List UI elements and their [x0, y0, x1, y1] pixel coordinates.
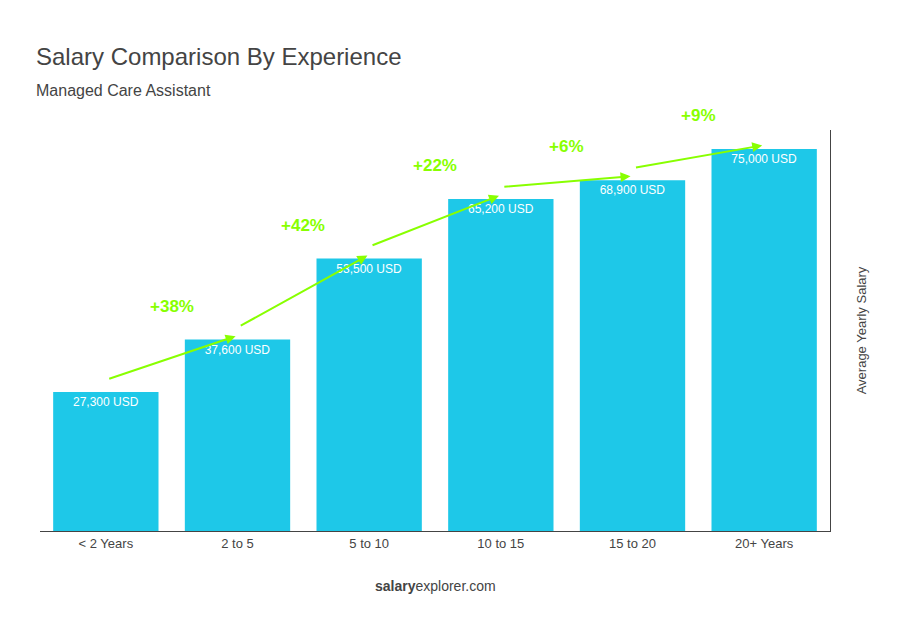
svg-text:+22%: +22%	[413, 156, 457, 175]
svg-text:Average Yearly Salary: Average Yearly Salary	[854, 266, 869, 394]
svg-text:+38%: +38%	[150, 297, 194, 316]
svg-text:20+ Years: 20+ Years	[735, 536, 794, 551]
svg-text:Managed Care Assistant: Managed Care Assistant	[36, 82, 211, 99]
svg-text:Salary Comparison By Experienc: Salary Comparison By Experience	[36, 43, 402, 70]
svg-text:53,500 USD: 53,500 USD	[336, 262, 402, 276]
svg-text:+9%: +9%	[681, 106, 716, 125]
svg-text:68,900 USD: 68,900 USD	[600, 183, 666, 197]
svg-text:2 to 5: 2 to 5	[221, 536, 254, 551]
svg-text:salaryexplorer.com: salaryexplorer.com	[375, 578, 496, 594]
svg-text:75,000 USD: 75,000 USD	[731, 152, 797, 166]
svg-text:+42%: +42%	[281, 216, 325, 235]
svg-text:< 2 Years: < 2 Years	[79, 536, 134, 551]
svg-text:5 to 10: 5 to 10	[349, 536, 389, 551]
svg-text:15 to 20: 15 to 20	[609, 536, 656, 551]
svg-text:65,200 USD: 65,200 USD	[468, 202, 534, 216]
svg-text:10 to 15: 10 to 15	[477, 536, 524, 551]
svg-text:37,600 USD: 37,600 USD	[205, 343, 271, 357]
svg-text:27,300 USD: 27,300 USD	[73, 395, 139, 409]
svg-text:+6%: +6%	[549, 137, 584, 156]
